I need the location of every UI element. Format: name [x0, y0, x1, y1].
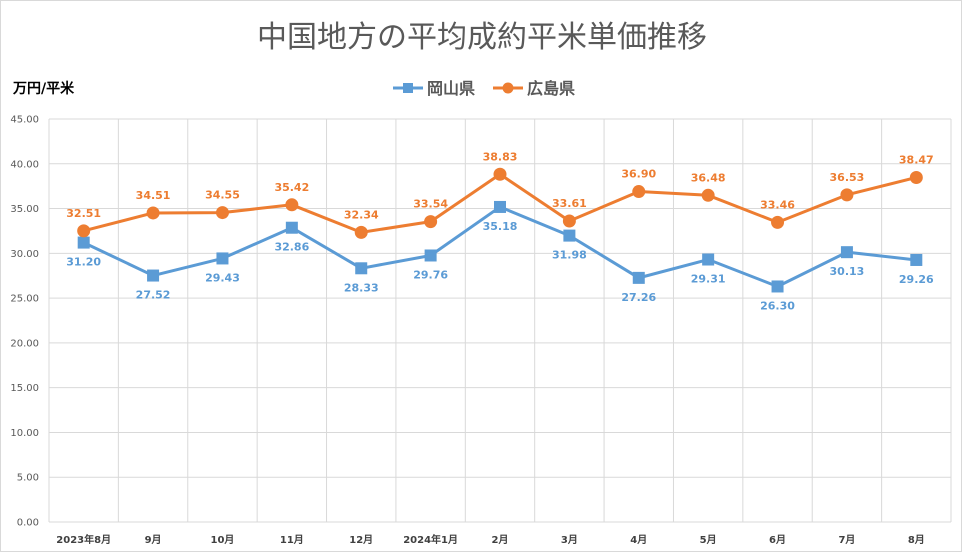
data-label: 36.53	[830, 171, 865, 184]
data-label: 31.20	[66, 256, 101, 269]
x-tick-label: 4月	[630, 534, 647, 546]
data-point	[355, 262, 368, 275]
data-label: 28.33	[344, 281, 379, 294]
data-point	[354, 225, 368, 239]
data-label: 34.55	[205, 189, 240, 202]
data-label: 35.18	[483, 220, 518, 233]
y-tick-label: 35.00	[10, 204, 39, 215]
data-point	[840, 188, 854, 202]
data-point	[424, 249, 437, 262]
x-tick-label: 2023年8月	[56, 533, 111, 546]
y-tick-label: 10.00	[10, 428, 39, 439]
x-tick-label: 9月	[145, 534, 162, 546]
data-point	[285, 198, 299, 212]
data-point	[77, 236, 90, 249]
data-label: 38.83	[483, 150, 518, 163]
x-axis-ticks: 2023年8月 9月 10月 11月 12月 2024年1月 2月 3月 4月 5月 6月 7月 8月	[56, 533, 924, 546]
data-point	[632, 185, 646, 199]
data-label: 34.51	[136, 189, 171, 202]
data-label: 31.98	[552, 249, 587, 262]
data-point	[840, 246, 853, 259]
legend-label: 広島県	[527, 79, 575, 98]
data-label: 29.26	[899, 273, 934, 286]
data-label: 32.34	[344, 208, 379, 221]
data-label: 27.26	[621, 291, 656, 304]
y-tick-label: 30.00	[10, 249, 39, 260]
data-point	[77, 224, 91, 238]
data-point	[216, 252, 229, 265]
x-tick-label: 11月	[280, 534, 304, 546]
data-label: 26.30	[760, 299, 795, 312]
data-point	[562, 214, 576, 228]
data-point	[215, 206, 229, 220]
x-tick-label: 8月	[908, 534, 925, 546]
y-axis-ticks: 0.00 5.00 10.00 15.00 20.00 25.00 30.00 35.00 40…	[10, 115, 39, 529]
data-label: 29.31	[691, 273, 726, 286]
y-axis-unit-label: 万円/平米	[12, 80, 75, 97]
data-label: 29.76	[413, 268, 448, 281]
data-label: 30.13	[830, 265, 865, 278]
data-point	[493, 167, 507, 181]
legend: 岡山県 広島県	[393, 79, 575, 98]
data-point	[702, 253, 715, 266]
data-point	[771, 280, 784, 293]
x-tick-label: 10月	[211, 534, 235, 546]
data-point	[285, 221, 298, 234]
data-label: 36.48	[691, 171, 726, 184]
y-tick-label: 15.00	[10, 383, 39, 394]
legend-marker	[502, 82, 514, 94]
x-tick-label: 7月	[838, 534, 855, 546]
x-tick-label: 2024年1月	[403, 533, 458, 546]
y-tick-label: 45.00	[10, 115, 39, 126]
chart-title: 中国地方の平均成約平米単価推移	[257, 20, 707, 55]
data-label: 33.54	[413, 198, 448, 211]
data-point	[632, 271, 645, 284]
data-label: 33.61	[552, 197, 587, 210]
y-tick-label: 0.00	[17, 518, 39, 529]
data-point	[771, 215, 785, 229]
data-label: 38.47	[899, 153, 934, 166]
x-tick-label: 6月	[769, 534, 786, 546]
data-point	[424, 215, 438, 229]
series-layer: 31.20 27.52 29.43 32.86 28.33 29.76 35.18 31.98…	[66, 150, 934, 312]
y-tick-label: 40.00	[10, 159, 39, 170]
data-label: 33.46	[760, 198, 795, 211]
y-tick-label: 5.00	[17, 473, 39, 484]
data-label: 32.51	[66, 207, 101, 220]
data-label: 32.86	[274, 241, 309, 254]
data-point	[910, 253, 923, 266]
data-point	[146, 206, 160, 220]
data-point	[701, 188, 715, 202]
gridlines	[48, 118, 952, 523]
legend-marker	[403, 83, 413, 93]
data-label: 36.90	[621, 168, 656, 181]
x-tick-label: 12月	[349, 534, 373, 546]
series-1: 31.20 27.52 29.43 32.86 28.33 29.76 35.18 31.98…	[66, 200, 934, 312]
data-label: 27.52	[136, 289, 171, 302]
data-label: 35.42	[274, 181, 309, 194]
x-tick-label: 3月	[561, 534, 578, 546]
x-tick-label: 2月	[492, 534, 509, 546]
data-point	[494, 200, 506, 213]
data-point	[563, 229, 576, 242]
data-label: 29.43	[205, 271, 240, 284]
series-2: 32.51 34.51 34.55 35.42 32.34 33.54 38.83 33.61…	[66, 150, 934, 239]
legend-label: 岡山県	[427, 79, 475, 98]
x-tick-label: 5月	[700, 534, 717, 546]
y-tick-label: 20.00	[10, 338, 39, 349]
data-point	[147, 269, 160, 282]
y-tick-label: 25.00	[10, 294, 39, 305]
data-point	[909, 170, 923, 184]
